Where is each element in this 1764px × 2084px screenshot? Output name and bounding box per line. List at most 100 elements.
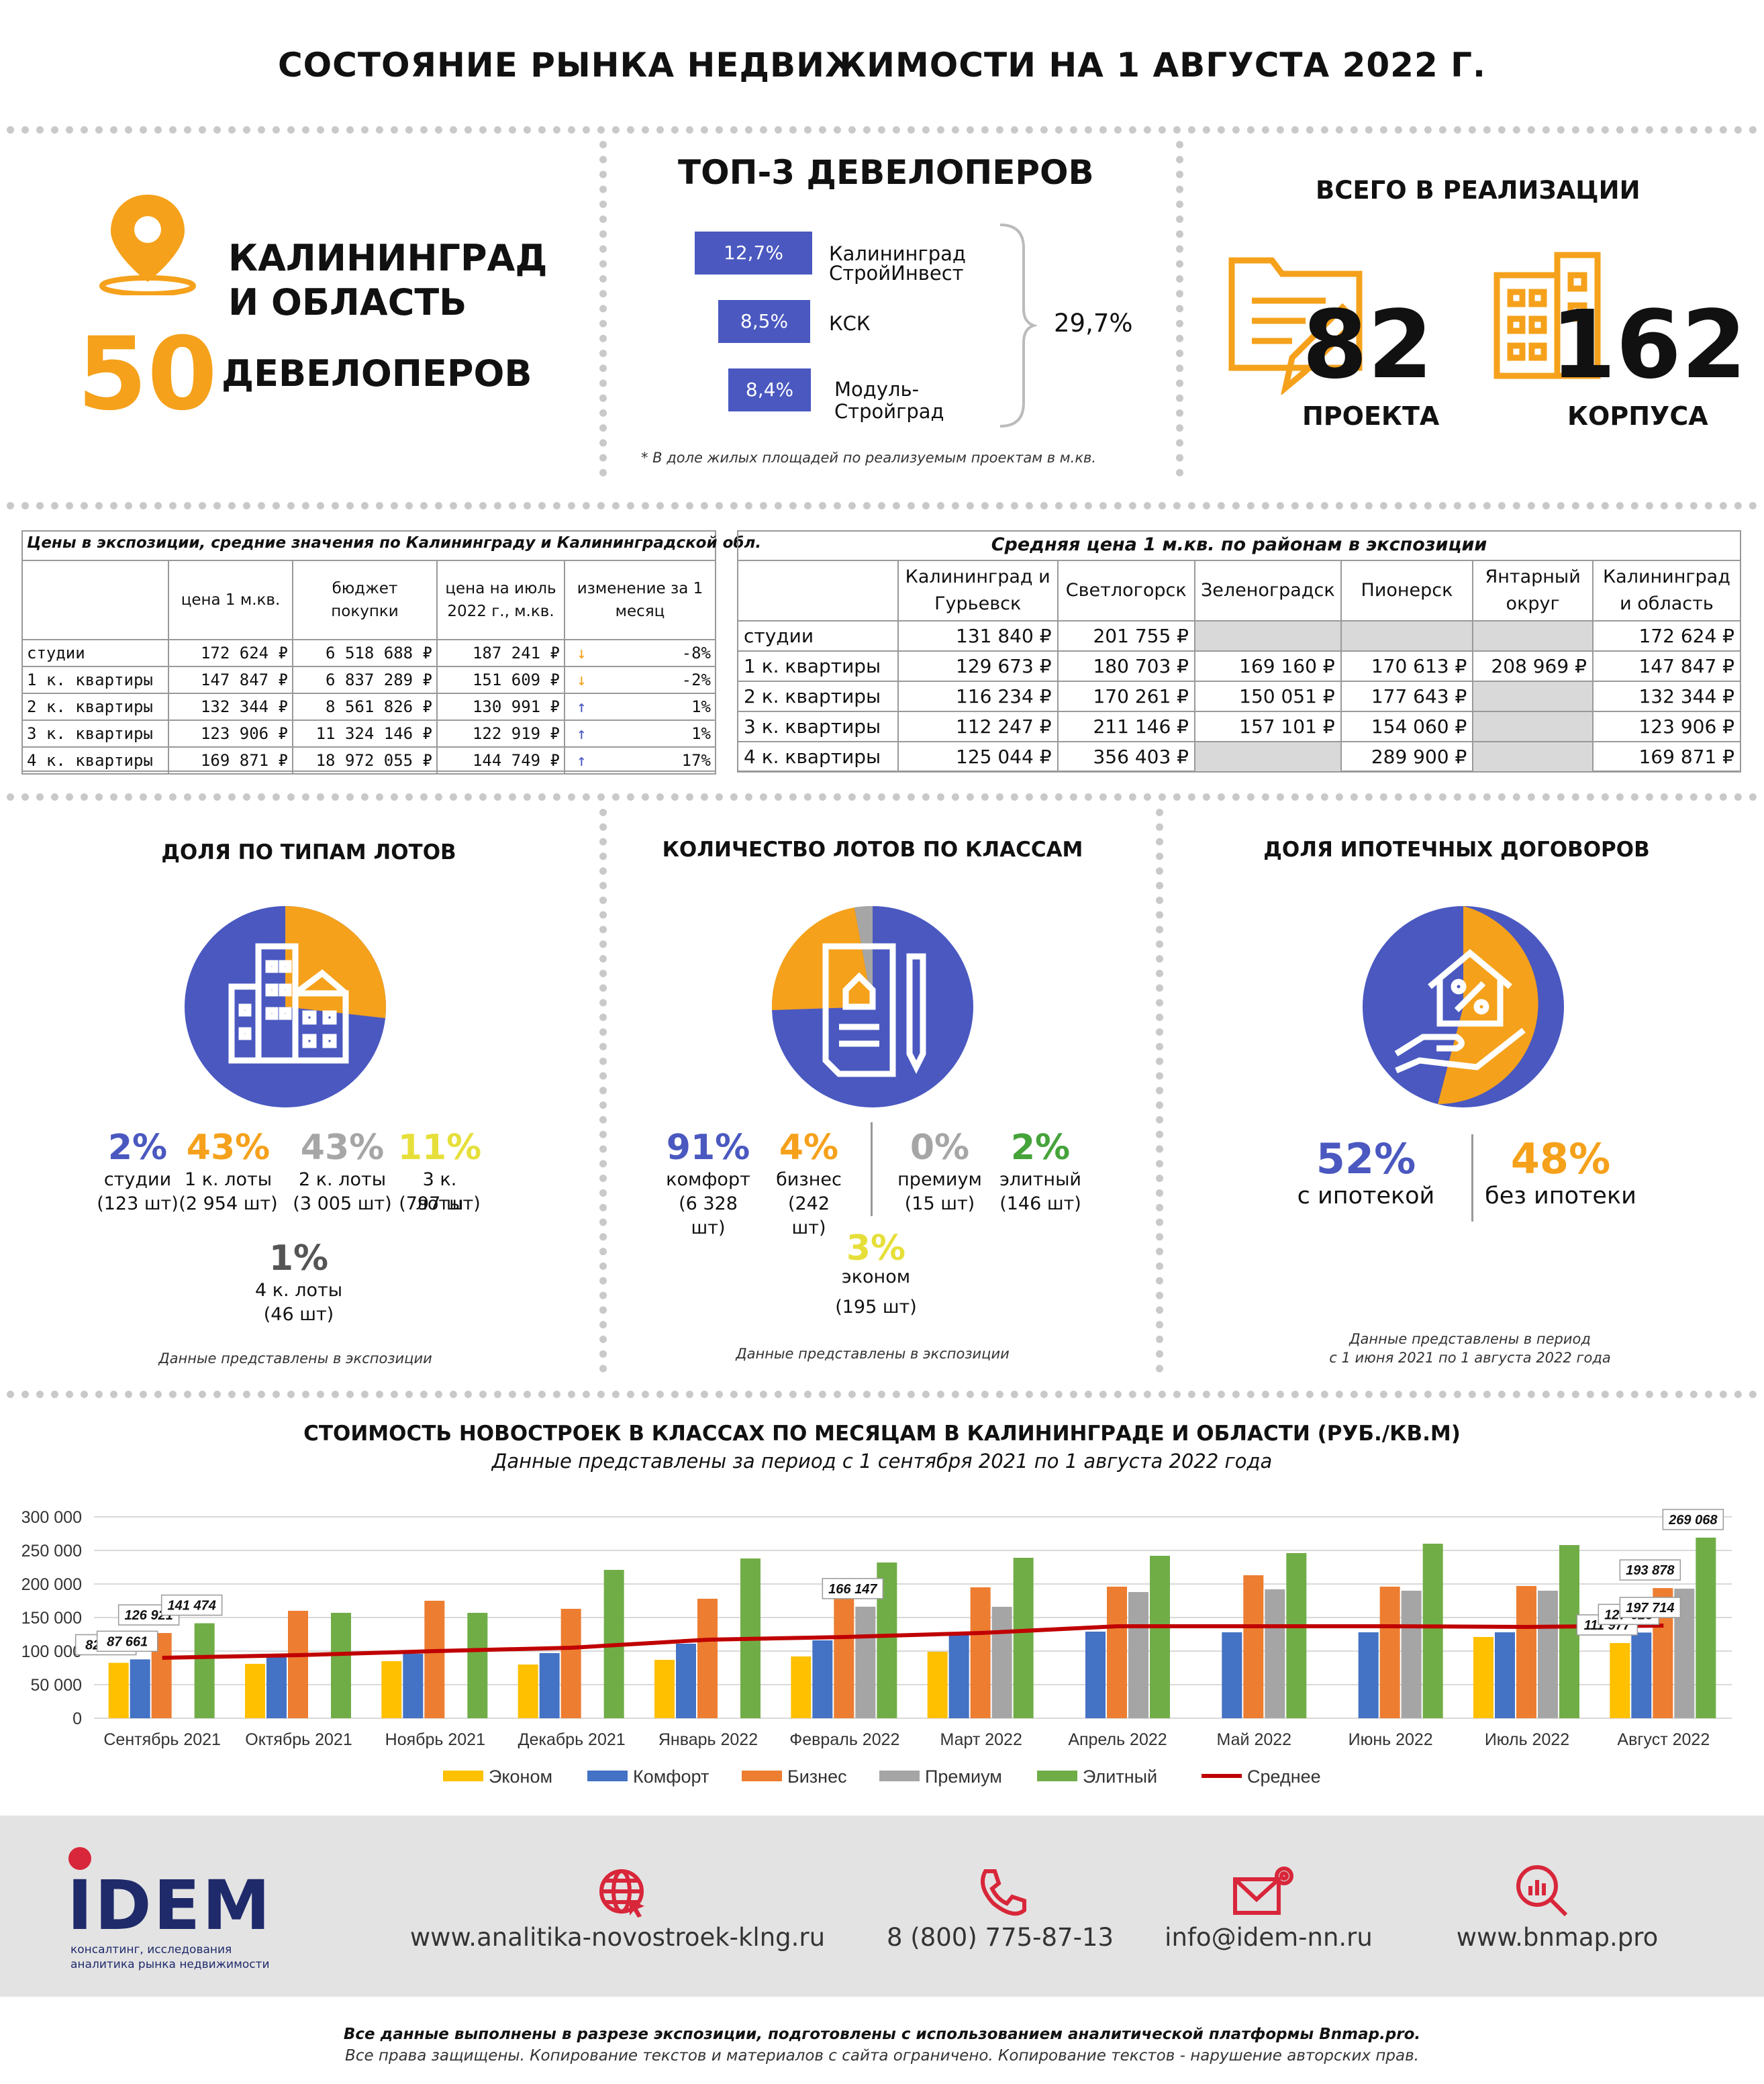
- bar-Комфорт: [812, 1640, 833, 1718]
- buildings-icon: [228, 943, 349, 1064]
- econom-label: эконом: [841, 1267, 911, 1287]
- cell-july: 144 749 ₽: [436, 746, 565, 775]
- bar-Премиум: [1128, 1592, 1148, 1718]
- table-header: [737, 560, 899, 622]
- x-tick-label: Март 2022: [940, 1730, 1022, 1749]
- legend-label: Премиум: [925, 1767, 1002, 1787]
- phone-link[interactable]: 8 (800) 775-87-13: [886, 1923, 1114, 1952]
- 4k-label: 4 к. лоты: [254, 1280, 343, 1301]
- page-title: СОСТОЯНИЕ РЫНКА НЕДВИЖИМОСТИ НА 1 АВГУСТ…: [277, 46, 1487, 85]
- bar-Бизнес: [1516, 1586, 1536, 1718]
- table-row: 3 к. квартиры 112 247 ₽211 146 ₽157 101 ₽…: [737, 711, 1742, 742]
- table-cell: 132 344 ₽: [1591, 681, 1742, 712]
- business-count: (242 шт): [787, 1193, 830, 1238]
- business-label: бизнес: [776, 1169, 842, 1190]
- bar-Бизнес: [424, 1601, 445, 1718]
- table-header: Зеленоградск: [1193, 560, 1342, 622]
- data-label-box: [1619, 1559, 1681, 1581]
- table-header: изменение за 1 месяц: [564, 560, 716, 640]
- divider: [7, 126, 1757, 134]
- cell-change: -2%: [598, 666, 716, 694]
- x-tick-label: Июль 2022: [1485, 1730, 1569, 1749]
- house-hand-icon: [1394, 949, 1526, 1074]
- table-cell: 177 643 ₽: [1340, 681, 1474, 712]
- cell-july: 187 241 ₽: [436, 639, 565, 667]
- x-tick-label: Июнь 2022: [1349, 1730, 1433, 1749]
- studio-count: (123 шт): [97, 1193, 179, 1214]
- bar-Премиум: [1401, 1591, 1422, 1718]
- location-pin-icon: [99, 195, 196, 295]
- totals-title: ВСЕГО В РЕАЛИЗАЦИИ: [1316, 176, 1640, 205]
- top3-bar-1: 12,7%: [695, 232, 812, 275]
- mortgage-note-1: Данные представлены в период: [1349, 1331, 1591, 1347]
- data-label: 193 878: [1626, 1563, 1675, 1578]
- document-icon: [822, 943, 926, 1077]
- top3-name-1a: Калининград: [829, 242, 966, 265]
- bnmap-link[interactable]: www.bnmap.pro: [1456, 1923, 1659, 1952]
- top3-note: * В доле жилых площадей по реализуемым п…: [641, 450, 1097, 466]
- table-cell: 170 613 ₽: [1340, 650, 1474, 682]
- cell-budget: 18 972 055 ₽: [292, 746, 438, 775]
- lots-classes-pie: [771, 905, 973, 1107]
- row-type: 2 к. квартиры: [737, 681, 899, 712]
- y-tick-label: 0: [72, 1709, 82, 1728]
- buildings-label: КОРПУСА: [1567, 401, 1708, 431]
- bar-Эконом: [1610, 1643, 1630, 1718]
- 1k-pct: 43%: [186, 1128, 271, 1168]
- table-header: бюджет покупки: [292, 560, 438, 640]
- bar-Элитный: [1559, 1545, 1579, 1718]
- legend-swatch-Эконом: [443, 1771, 483, 1781]
- bar-Бизнес: [1243, 1575, 1264, 1718]
- cell-price: 172 624 ₽: [168, 639, 293, 667]
- bar-Премиум: [1538, 1591, 1558, 1718]
- row-type: 2 к. квартиры: [21, 693, 169, 721]
- 1k-label: 1 к. лоты: [184, 1169, 273, 1190]
- legend-label: Элитный: [1083, 1767, 1157, 1787]
- table-header: Калининград и область: [1591, 560, 1742, 622]
- table-header: [21, 560, 169, 640]
- price-chart: 0 50 000 100 000 150 000 200 000 250 000 300 0…: [21, 1508, 1732, 1787]
- bar-Бизнес: [1107, 1587, 1127, 1718]
- cell-change: 1%: [598, 693, 716, 721]
- top3-total: 29,7%: [1054, 309, 1133, 338]
- bar-Бизнес: [834, 1594, 854, 1718]
- email-link[interactable]: info@idem-nn.ru: [1165, 1923, 1373, 1952]
- bar-Комфорт: [1631, 1632, 1652, 1718]
- mortgage-pie: [1363, 906, 1564, 1107]
- table-row: 3 к. квартиры 123 906 ₽11 324 146 ₽122 91…: [21, 720, 716, 748]
- table-row: студии 172 624 ₽6 518 688 ₽187 241 ₽ ↓ -8%: [21, 639, 716, 667]
- building-icon: [1493, 252, 1601, 379]
- 3k-count: (797 шт): [399, 1193, 481, 1214]
- data-label-box: [1619, 1597, 1681, 1618]
- y-tick-label: 150 000: [21, 1609, 82, 1628]
- cell-july: 151 609 ₽: [436, 666, 565, 694]
- table-cell: 150 051 ₽: [1193, 681, 1342, 712]
- table-row: 1 к. квартиры 147 847 ₽6 837 289 ₽151 609…: [21, 666, 716, 694]
- table-cell-empty: [1472, 741, 1594, 773]
- divider-line: [1471, 1134, 1473, 1222]
- 4k-count: (46 шт): [263, 1304, 334, 1325]
- bar-Эконом: [654, 1660, 675, 1718]
- up-arrow-icon: ↑: [564, 693, 598, 721]
- row-type: 4 к. квартиры: [21, 746, 169, 775]
- search-chart-icon: [1516, 1865, 1568, 1917]
- bracket-icon: [999, 224, 1037, 428]
- chart-title: СТОИМОСТЬ НОВОСТРОЕК В КЛАССАХ ПО МЕСЯЦА…: [303, 1422, 1461, 1446]
- chart-subtitle: Данные представлены за период с 1 сентяб…: [491, 1450, 1273, 1473]
- divider: [1156, 809, 1163, 1373]
- legend-label: Эконом: [489, 1767, 552, 1787]
- legend-swatch-Бизнес: [742, 1771, 782, 1781]
- bar-Комфорт: [130, 1659, 150, 1718]
- table-cell: 125 044 ₽: [897, 741, 1059, 773]
- legend-swatch-Комфорт: [587, 1771, 628, 1781]
- table-cell: 112 247 ₽: [897, 711, 1059, 742]
- site-link[interactable]: www.analitika-novostroek-klng.ru: [409, 1923, 826, 1952]
- divider: [599, 141, 607, 477]
- row-type: 1 к. квартиры: [21, 666, 169, 694]
- table-cell: 131 840 ₽: [897, 620, 1059, 652]
- elite-pct: 2%: [1010, 1128, 1071, 1168]
- data-label: 269 068: [1668, 1513, 1718, 1528]
- x-tick-label: Декабрь 2021: [518, 1730, 626, 1749]
- districts-table: Калининград и Гурьевск Светлогорск Зелен…: [737, 560, 1742, 773]
- divider: [7, 1391, 1757, 1398]
